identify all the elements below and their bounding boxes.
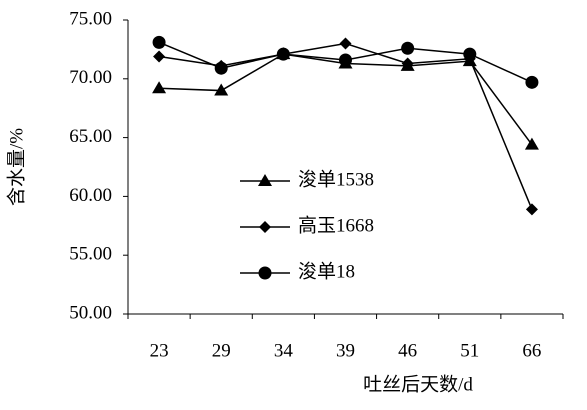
marker	[524, 137, 539, 150]
marker	[152, 35, 166, 49]
x-tick-label: 46	[398, 340, 417, 361]
x-axis-label: 吐丝后天数/d	[363, 373, 473, 395]
x-tick-label: 39	[336, 340, 355, 361]
y-tick-label: 60.00	[69, 185, 112, 206]
x-tick-label: 29	[212, 340, 231, 361]
y-tick-label: 75.00	[69, 8, 112, 29]
marker	[525, 75, 539, 89]
marker	[339, 53, 352, 67]
marker	[214, 61, 228, 75]
marker	[401, 57, 414, 70]
y-tick-label: 65.00	[69, 126, 112, 147]
y-axis-label: 含水量/%	[5, 128, 27, 206]
marker	[258, 266, 272, 280]
legend-label: 浚单18	[298, 260, 355, 282]
marker	[276, 47, 290, 61]
x-tick-label: 66	[522, 340, 541, 361]
marker	[525, 203, 538, 216]
marker	[258, 174, 272, 186]
marker	[401, 41, 415, 55]
marker	[339, 37, 352, 50]
y-tick-label: 55.00	[69, 244, 112, 265]
marker	[153, 50, 166, 63]
y-tick-label: 70.00	[69, 67, 112, 88]
marker	[214, 83, 229, 96]
y-tick-label: 50.00	[69, 302, 112, 323]
x-tick-label: 51	[460, 340, 479, 361]
legend-label: 浚单1538	[298, 168, 374, 190]
marker	[152, 81, 167, 94]
marker	[259, 221, 271, 233]
legend-label: 高玉1668	[298, 214, 374, 236]
x-tick-label: 23	[150, 340, 169, 361]
x-tick-label: 34	[274, 340, 294, 361]
marker	[463, 47, 477, 61]
